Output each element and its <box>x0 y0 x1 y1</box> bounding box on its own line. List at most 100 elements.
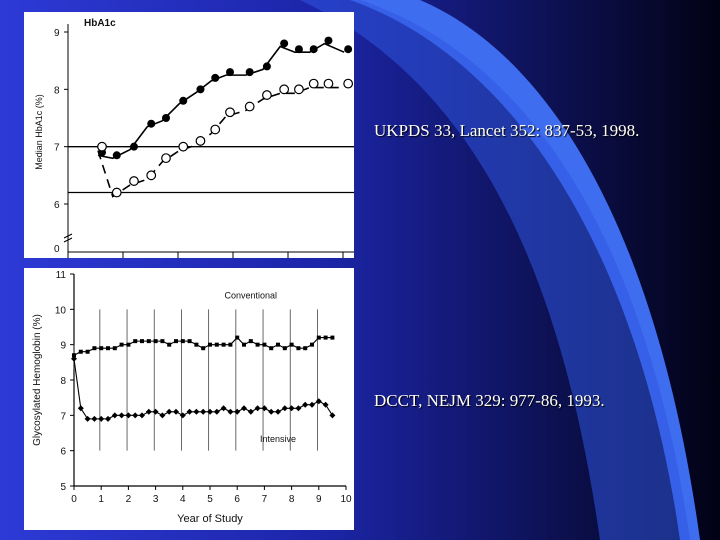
data-point-intensive <box>247 408 254 415</box>
data-point-intensive <box>322 401 329 408</box>
data-point-open <box>178 141 189 152</box>
data-point-conventional <box>153 339 158 344</box>
data-point-open <box>343 78 354 89</box>
y-tick-label: 11 <box>56 270 67 281</box>
data-point-intensive <box>193 408 200 415</box>
data-point-conventional <box>269 346 274 351</box>
data-point-intensive <box>145 408 152 415</box>
data-point-conventional <box>255 342 260 347</box>
data-point-intensive <box>139 412 145 419</box>
data-point-filled <box>309 45 318 54</box>
y-tick-label: 7 <box>60 411 66 422</box>
data-point-open <box>323 78 334 89</box>
data-point-conventional <box>194 342 199 347</box>
x-tick-label: 0 <box>71 494 77 505</box>
data-point-intensive <box>302 401 309 408</box>
data-point-conventional <box>276 342 280 347</box>
data-point-conventional <box>119 342 124 347</box>
data-point-intensive <box>281 405 288 412</box>
y-tick-label: 9 <box>54 28 60 39</box>
data-point-intensive <box>213 408 220 415</box>
x-tick-label: 6 <box>234 494 240 505</box>
data-point-open <box>308 78 319 89</box>
data-point-intensive <box>261 405 268 412</box>
data-point-open <box>225 107 235 118</box>
data-point-open <box>244 101 255 112</box>
data-point-conventional <box>235 335 240 340</box>
data-point-conventional <box>78 349 83 354</box>
data-point-conventional <box>289 342 294 347</box>
data-point-intensive <box>98 415 105 422</box>
data-point-conventional <box>133 339 138 344</box>
data-point-intensive <box>152 408 159 415</box>
data-point-conventional <box>126 342 131 347</box>
data-point-filled <box>262 62 271 71</box>
data-point-open <box>210 124 221 135</box>
data-point-intensive <box>132 412 139 419</box>
data-point-conventional <box>282 346 287 351</box>
data-point-intensive <box>207 408 213 415</box>
data-point-intensive <box>200 408 207 415</box>
data-point-intensive <box>91 415 98 422</box>
data-point-open <box>129 176 139 186</box>
data-point-open <box>195 136 206 146</box>
data-point-filled <box>147 119 156 128</box>
data-point-conventional <box>316 335 321 340</box>
data-point-conventional <box>201 346 206 351</box>
data-point-intensive <box>329 412 336 419</box>
data-point-conventional <box>180 339 185 344</box>
x-tick-label: 5 <box>207 494 213 505</box>
data-point-intensive <box>309 401 315 408</box>
x-tick-label: 1 <box>98 494 104 505</box>
data-point-intensive <box>241 405 247 412</box>
y-tick-label: 5 <box>60 482 66 493</box>
data-point-intensive <box>295 405 302 412</box>
x-tick-label: 2 <box>126 494 132 505</box>
y-tick-label: 9 <box>60 341 66 352</box>
data-point-conventional <box>85 349 90 354</box>
data-point-conventional <box>92 346 97 351</box>
data-point-open <box>279 84 290 95</box>
data-point-filled <box>245 68 254 77</box>
data-point-intensive <box>71 355 77 362</box>
data-point-conventional <box>262 342 267 347</box>
data-point-intensive <box>220 405 227 412</box>
y-tick-label: 8 <box>60 376 66 387</box>
data-point-conventional <box>323 335 328 340</box>
data-point-filled <box>280 39 289 48</box>
citation-ukpds: UKPDS 33, Lancet 352: 837-53, 1998. <box>374 121 640 140</box>
x-tick-label: 9 <box>316 494 322 505</box>
data-point-conventional <box>228 342 233 347</box>
dcct-hemoglobin-chart: 5 6 7 8 9 10 11 0 1 2 3 4 5 6 7 8 9 10 Year of Study Glycos… <box>32 270 352 525</box>
data-point-conventional <box>187 339 192 344</box>
data-point-open <box>146 170 157 181</box>
data-point-intensive <box>166 408 173 415</box>
y-tick-label: 8 <box>54 85 60 96</box>
data-point-filled <box>324 36 333 45</box>
data-point-intensive <box>111 412 118 419</box>
data-point-conventional <box>106 346 110 351</box>
data-point-intensive <box>227 408 234 415</box>
data-point-intensive <box>125 412 132 419</box>
data-point-open <box>111 187 122 198</box>
swoosh-curve <box>350 0 700 540</box>
data-point-filled <box>179 96 188 105</box>
data-point-filled <box>112 151 121 160</box>
data-point-intensive <box>268 408 275 415</box>
data-point-conventional <box>214 342 219 347</box>
data-point-conventional <box>296 346 301 351</box>
data-point-conventional <box>330 335 335 340</box>
series-conventional-trend <box>97 42 345 160</box>
data-point-conventional <box>242 342 246 347</box>
legend-conventional: Conventional <box>225 291 278 301</box>
dcct-chart-panel: 5 6 7 8 9 10 11 0 1 2 3 4 5 6 7 8 9 10 Year of Study Glycos… <box>24 268 354 530</box>
data-point-intensive <box>159 412 166 419</box>
legend-intensive: Intensive <box>260 434 296 444</box>
data-point-filled <box>226 68 234 77</box>
data-point-intensive <box>77 405 84 412</box>
axis-break-icon <box>63 233 73 243</box>
data-point-intensive <box>315 398 322 405</box>
data-point-intensive <box>84 415 91 422</box>
data-point-conventional <box>174 339 178 344</box>
data-point-conventional <box>140 339 144 344</box>
